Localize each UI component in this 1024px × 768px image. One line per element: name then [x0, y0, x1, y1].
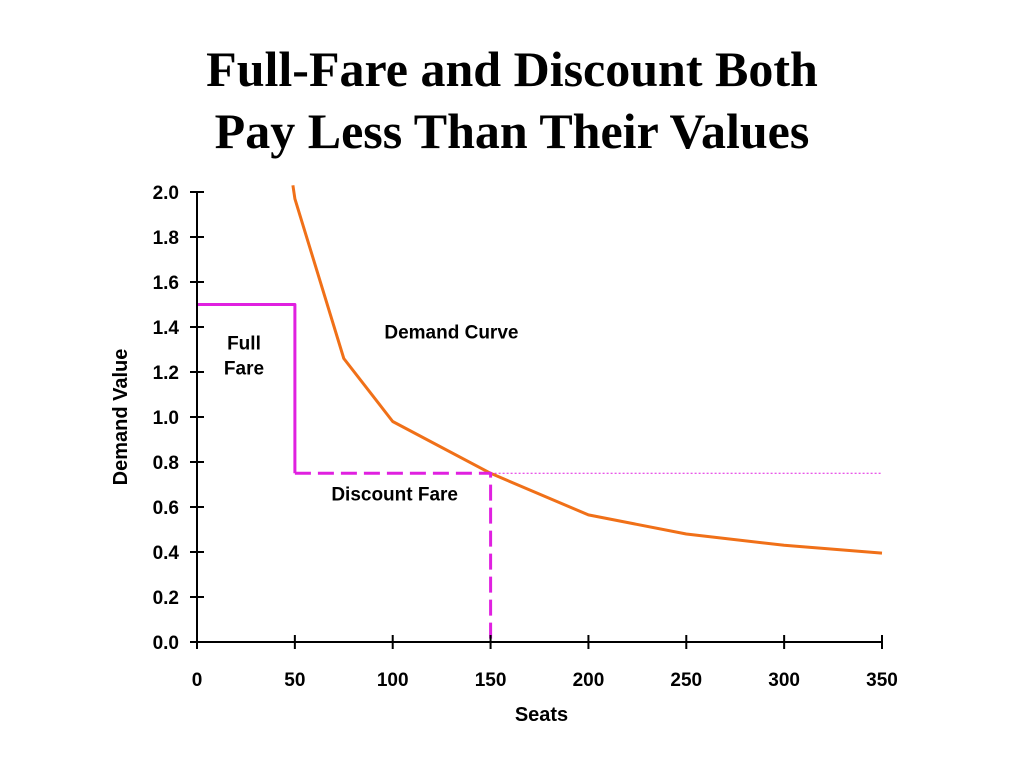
annotation-line: Demand Curve	[384, 322, 518, 343]
plot-lines	[197, 185, 883, 642]
chart-title-line-1: Full-Fare and Discount Both	[206, 41, 818, 97]
y-tick-label: 1.8	[153, 228, 179, 249]
y-tick-label: 0.8	[153, 453, 179, 474]
y-tick-label: 0.6	[153, 498, 179, 519]
annotation-full-fare: Full Fare	[224, 334, 264, 380]
x-tick-label: 250	[670, 670, 702, 691]
axes	[196, 192, 883, 643]
chart-title: Full-Fare and Discount Both Pay Less Tha…	[0, 38, 1024, 162]
annotation-demand-curve: Demand Curve	[384, 322, 518, 343]
y-tick-label: 0.2	[153, 588, 179, 609]
y-tick-label: 1.0	[153, 408, 179, 429]
y-tick-label: 1.4	[153, 318, 180, 339]
y-tick-label: 1.2	[153, 363, 179, 384]
y-tick-label: 2.0	[153, 183, 179, 204]
x-tick-label: 100	[377, 670, 409, 691]
x-tick-label: 0	[192, 670, 203, 691]
ticks: 0.0 0.2 0.4 0.6 0.8 1.0 1.2 1.4 1.6 1.8 2.0 0 50 100 1…	[153, 183, 898, 691]
x-tick-label: 50	[284, 670, 305, 691]
labels: Seats Demand Value Full Fare Demand Curve Dis…	[110, 322, 568, 726]
x-tick-label: 200	[573, 670, 605, 691]
chart-title-line-2: Pay Less Than Their Values	[214, 103, 810, 159]
x-tick-label: 350	[866, 670, 898, 691]
annotation-line: Discount Fare	[331, 484, 458, 505]
x-axis-label: Seats	[515, 704, 568, 726]
x-tick-label: 300	[768, 670, 800, 691]
annotation-line: Fare	[224, 359, 264, 380]
annotation-discount-fare: Discount Fare	[331, 484, 458, 505]
annotation-line: Full	[227, 334, 261, 355]
y-tick-label: 1.6	[153, 273, 179, 294]
y-tick-label: 0.4	[153, 543, 180, 564]
series-full-fare-line	[197, 303, 297, 474]
y-axis-label: Demand Value	[110, 349, 132, 486]
y-tick-label: 0.0	[153, 633, 179, 654]
x-tick-label: 150	[475, 670, 507, 691]
